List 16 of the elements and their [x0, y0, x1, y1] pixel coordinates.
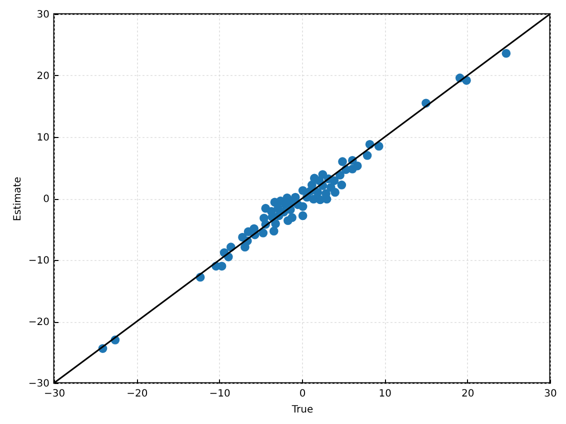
x-tick-label: 20: [461, 388, 474, 400]
y-tick-label: 10: [36, 132, 50, 144]
x-tick-label: 30: [544, 388, 557, 400]
y-tick-label: 30: [36, 10, 50, 20]
x-tick-label: −10: [209, 388, 230, 400]
y-tick-label: 20: [36, 71, 50, 82]
y-tick-label: −10: [28, 256, 50, 266]
x-tick-label: 0: [299, 388, 306, 400]
y-tick-label: −20: [28, 317, 50, 328]
y-tick-label: −30: [28, 378, 50, 390]
x-tick-label: 10: [378, 388, 392, 400]
x-tick-label: −20: [126, 388, 148, 400]
x-tick-label: −30: [44, 388, 66, 400]
y-axis-title: Estimate: [12, 176, 24, 222]
y-tick-label: 0: [43, 194, 50, 205]
x-axis-title: True: [290, 404, 314, 416]
